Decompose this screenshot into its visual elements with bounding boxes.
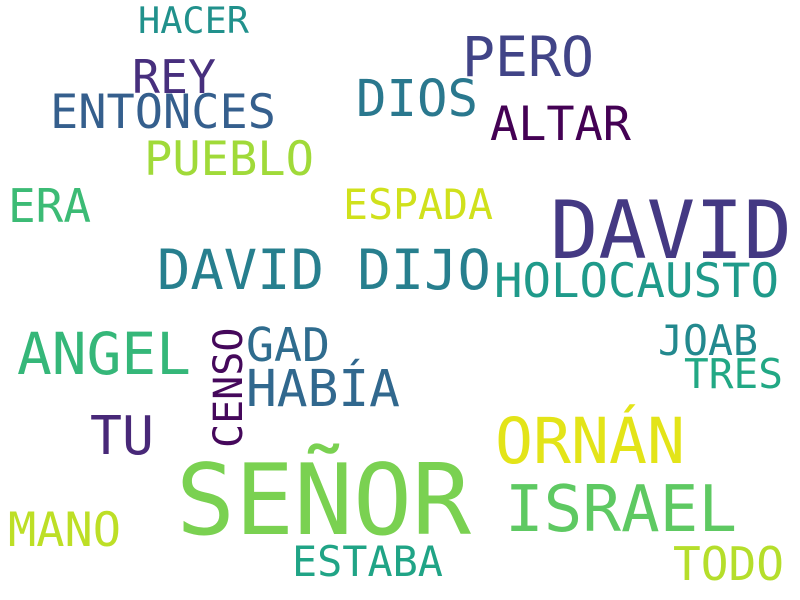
word-israel: ISRAEL: [505, 472, 737, 547]
word-david: DAVID: [550, 183, 792, 277]
word-holocausto: HOLOCAUSTO: [494, 254, 779, 309]
word-tu: TU: [90, 405, 154, 467]
word-pueblo: PUEBLO: [144, 132, 314, 187]
word-era: ERA: [8, 179, 91, 233]
word-ornan: ORNÁN: [495, 404, 685, 478]
word-espada: ESPADA: [343, 180, 493, 229]
word-angel: ANGEL: [17, 320, 191, 388]
word-habia: HABÍA: [246, 360, 400, 419]
word-tres: TRES: [684, 350, 783, 398]
word-david-dijo: DAVID DIJO: [157, 239, 491, 303]
word-entonces: ENTONCES: [50, 85, 276, 140]
word-dios: DIOS: [356, 69, 478, 128]
word-pero: PERO: [462, 25, 594, 89]
word-estaba: ESTABA: [292, 537, 443, 586]
word-rey: REY: [132, 50, 216, 104]
word-hacer: HACER: [138, 0, 249, 42]
word-joab: JOAB: [658, 316, 758, 365]
word-gad: GAD: [246, 318, 330, 372]
word-altar: ALTAR: [490, 98, 631, 152]
word-mano: MANO: [8, 503, 121, 558]
word-censo: CENSO: [206, 327, 252, 448]
word-senor: SEÑOR: [176, 444, 471, 558]
word-todo: TODO: [673, 537, 784, 591]
